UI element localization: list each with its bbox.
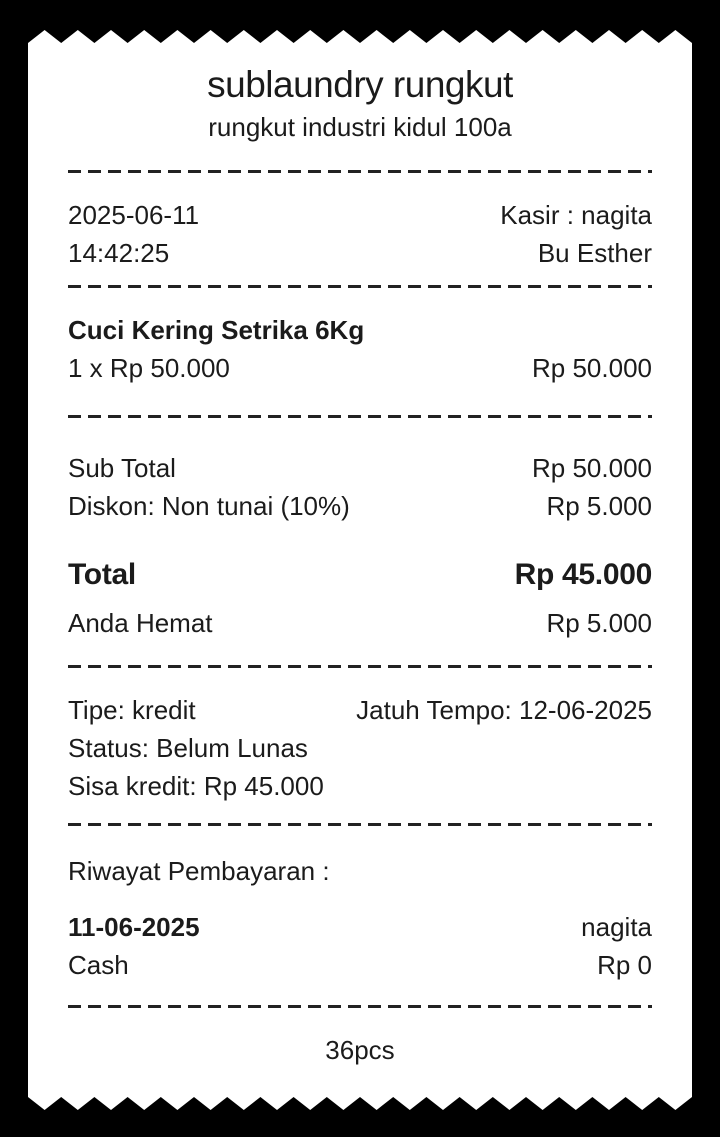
total-pieces: 36pcs: [325, 1035, 395, 1065]
subtotal-amount: Rp 50.000: [532, 453, 652, 483]
credit-remaining: Sisa kredit: Rp 45.000: [68, 771, 324, 801]
torn-edge-bottom: [28, 1097, 692, 1110]
torn-edge-top: [28, 30, 692, 43]
credit-due-date: Jatuh Tempo: 12-06-2025: [356, 695, 652, 725]
discount-label: Diskon: Non tunai (10%): [68, 491, 350, 521]
discount-row: Diskon: Non tunai (10%) Rp 5.000: [68, 487, 652, 525]
savings-row: Anda Hemat Rp 5.000: [68, 604, 652, 642]
dashed-divider: [68, 285, 652, 288]
total-amount: Rp 45.000: [514, 558, 653, 591]
dashed-divider: [68, 415, 652, 418]
subtotal-row: Sub Total Rp 50.000: [68, 449, 652, 487]
subtotal-label: Sub Total: [68, 453, 176, 483]
dashed-divider: [68, 170, 652, 173]
meta-row: 2025-06-11 Kasir : nagita: [68, 196, 652, 234]
meta-row: 14:42:25 Bu Esther: [68, 234, 652, 272]
dashed-divider: [68, 665, 652, 668]
payment-history-row: Cash Rp 0: [68, 946, 652, 984]
customer-name: Bu Esther: [537, 238, 652, 268]
payment-by: nagita: [581, 912, 652, 942]
cashier-name: Kasir : nagita: [500, 200, 652, 230]
credit-type-row: Tipe: kredit Jatuh Tempo: 12-06-2025: [68, 691, 652, 729]
total-row: Total Rp 45.000: [68, 552, 652, 598]
store-name: sublaundry rungkut: [207, 64, 513, 105]
discount-amount: Rp 5.000: [546, 491, 652, 521]
credit-type: Tipe: kredit: [68, 695, 196, 725]
item-name: Cuci Kering Setrika 6Kg: [68, 315, 365, 345]
item-qty-price: 1 x Rp 50.000: [68, 353, 230, 383]
item-detail-row: 1 x Rp 50.000 Rp 50.000: [68, 349, 652, 387]
total-label: Total: [68, 558, 136, 591]
payment-history-row: 11-06-2025 nagita: [68, 908, 652, 946]
payment-history-title: Riwayat Pembayaran :: [68, 856, 330, 886]
savings-amount: Rp 5.000: [546, 608, 652, 638]
store-address: rungkut industri kidul 100a: [208, 112, 512, 142]
dashed-divider: [68, 823, 652, 826]
transaction-time: 14:42:25: [68, 238, 170, 268]
payment-method: Cash: [68, 950, 129, 980]
item-amount: Rp 50.000: [532, 353, 652, 383]
receipt-body: sublaundry rungkut rungkut industri kidu…: [28, 43, 692, 1097]
payment-amount: Rp 0: [597, 950, 652, 980]
savings-label: Anda Hemat: [68, 608, 213, 638]
dashed-divider: [68, 1005, 652, 1008]
payment-date: 11-06-2025: [68, 912, 200, 942]
receipt-paper: sublaundry rungkut rungkut industri kidu…: [28, 30, 692, 1110]
transaction-date: 2025-06-11: [68, 200, 200, 230]
credit-status: Status: Belum Lunas: [68, 733, 308, 763]
